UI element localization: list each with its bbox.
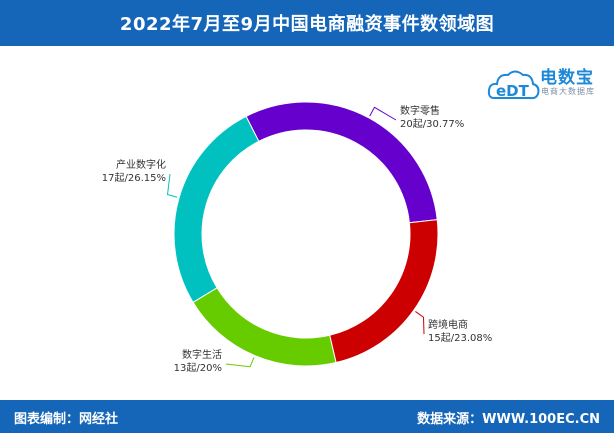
donut-slices <box>173 101 439 367</box>
logo-tagline: 电商大数据库 <box>541 87 595 96</box>
slice-label-value-4: 17起/26.15% <box>102 172 166 184</box>
donut-slice-2 <box>329 219 439 364</box>
leader-line-4 <box>166 173 178 198</box>
slice-label-value-1: 20起/30.77% <box>400 118 464 130</box>
svg-text:eDT: eDT <box>496 82 530 100</box>
slice-label-name-3: 数字生活 <box>182 348 222 361</box>
label-leader-lines <box>166 106 425 368</box>
logo-name: 电数宝 <box>540 68 594 88</box>
slice-label-name-1: 数字零售 <box>400 104 440 117</box>
slice-label-name-4: 产业数字化 <box>116 158 166 171</box>
leader-line-1 <box>369 106 397 121</box>
slice-label-value-3: 13起/20% <box>174 362 222 374</box>
slice-label-value-2: 15起/23.08% <box>428 332 492 344</box>
footer-bar: 图表编制：网经社 数据来源：WWW.100EC.CN <box>0 400 614 433</box>
edt-cloud-logo-icon: eDT <box>487 70 540 100</box>
footer-source: 数据来源：WWW.100EC.CN <box>417 412 600 427</box>
leader-line-3 <box>225 357 255 368</box>
donut-slice-4 <box>173 115 260 303</box>
slice-label-name-2: 跨境电商 <box>428 318 468 331</box>
chart-title-bar: 2022年7月至9月中国电商融资事件数领域图 <box>0 0 614 46</box>
chart-title: 2022年7月至9月中国电商融资事件数领域图 <box>119 14 495 35</box>
footer-credit: 图表编制：网经社 <box>14 412 119 427</box>
leader-line-2 <box>415 311 425 335</box>
